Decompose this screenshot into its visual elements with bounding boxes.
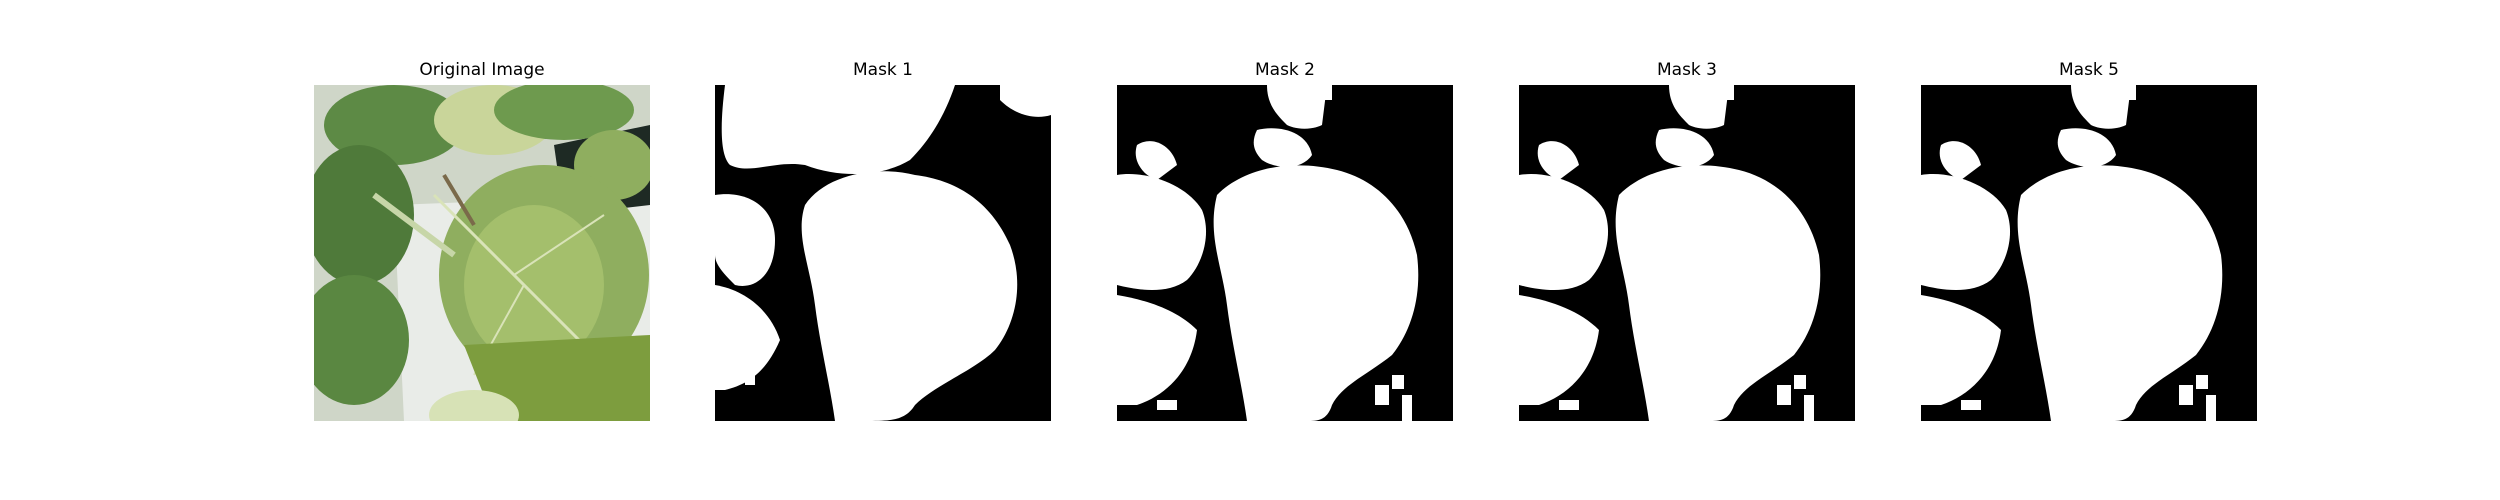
panel-mask-2: Mask 2 [1117,0,1453,500]
panel-mask-5: Mask 5 [1921,0,2257,500]
mask-3-image [1519,85,1855,421]
panel-mask-3: Mask 3 [1519,0,1855,500]
panel-original: Original Image [314,0,650,500]
mask-5-image [1921,85,2257,421]
original-image [314,85,650,421]
panel-title: Mask 2 [1254,60,1315,80]
panel-title: Mask 3 [1656,60,1717,80]
panel-title: Mask 1 [852,60,913,80]
panel-title: Mask 5 [2058,60,2119,80]
panel-title: Original Image [419,60,545,80]
panel-mask-1: Mask 1 [715,0,1051,500]
mask-2-image [1117,85,1453,421]
mask-1-image [715,85,1051,421]
